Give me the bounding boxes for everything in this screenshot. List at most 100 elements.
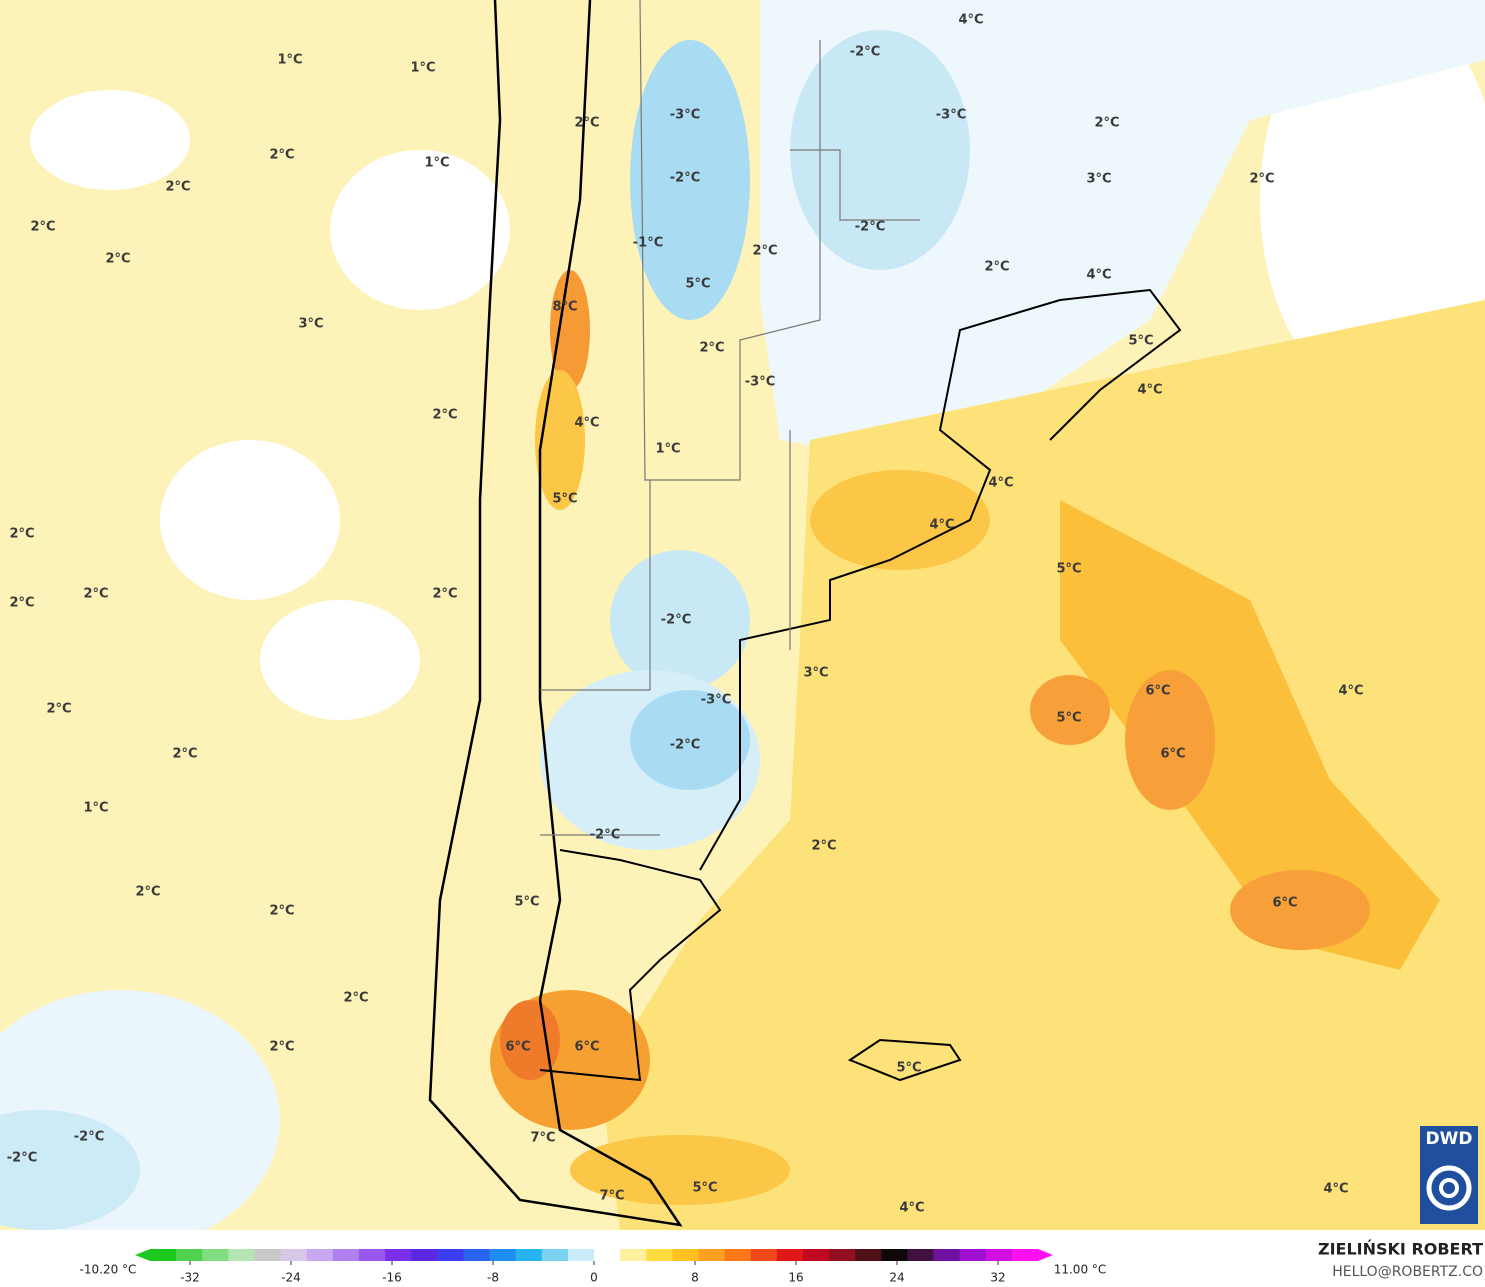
temperature-label: -2°C [74, 1130, 104, 1145]
colorbar-segment [855, 1249, 882, 1261]
colorbar-segment [254, 1249, 282, 1261]
colorbar-min: -10.20 °C [80, 1263, 137, 1277]
temperature-label: 1°C [655, 442, 680, 457]
temperature-label: -2°C [7, 1151, 37, 1166]
temperature-label: -2°C [850, 45, 880, 60]
colorbar-segment [150, 1249, 177, 1261]
temperature-label: 2°C [83, 587, 108, 602]
temperature-label: 2°C [9, 596, 34, 611]
colorbar-segment [202, 1249, 229, 1261]
temperature-label: 6°C [505, 1040, 530, 1055]
temperature-label: 5°C [692, 1181, 717, 1196]
temperature-label: 7°C [599, 1189, 624, 1204]
map-background [0, 0, 1485, 1250]
temperature-label: 4°C [958, 13, 983, 28]
colorbar-segment [776, 1249, 804, 1261]
contact: HELLO@ROBERTZ.CO [1332, 1264, 1483, 1280]
colorbar: -32 -24 -16 -8 0 8 16 24 32 [135, 1249, 1053, 1285]
colorbar-arrow [1038, 1249, 1053, 1261]
temperature-labels: 1°C 1°C 2°C 1°C 2°C 2°C 2°C 3°C 2°C 2°C 2°C 2°C 2°C 2… [7, 13, 1364, 1216]
temperature-label: -3°C [745, 375, 775, 390]
colorbar-segment [881, 1249, 908, 1261]
temperature-label: 6°C [1145, 684, 1170, 699]
temperature-label: 2°C [165, 180, 190, 195]
temperature-label: 5°C [552, 492, 577, 507]
colorbar-segment [437, 1249, 464, 1261]
temperature-label: 5°C [514, 895, 539, 910]
temperature-label: 2°C [46, 702, 71, 717]
colorbar-segment [646, 1249, 673, 1261]
colorbar-segment [280, 1249, 308, 1261]
colorbar-segment [463, 1249, 491, 1261]
colorbar-segment [541, 1249, 569, 1261]
colorbar-segment [176, 1249, 203, 1261]
colorbar-tick-label: -16 [382, 1271, 402, 1285]
temperature-label: -2°C [670, 171, 700, 186]
colorbar-tick-label: 24 [889, 1271, 904, 1285]
colorbar-segment [332, 1249, 360, 1261]
colorbar-segment [228, 1249, 255, 1261]
colorbar-segment [385, 1249, 412, 1261]
colorbar-segment [306, 1249, 334, 1261]
temperature-label: 2°C [811, 839, 836, 854]
temperature-label: 4°C [1338, 684, 1363, 699]
colorbar-tick-label: -32 [180, 1271, 200, 1285]
colorbar-segment [959, 1249, 987, 1261]
temperature-label: 1°C [277, 53, 302, 68]
temperature-label: 4°C [1086, 268, 1111, 283]
temperature-label: 2°C [699, 341, 724, 356]
temperature-label: -2°C [590, 828, 620, 843]
colorbar-segment [620, 1249, 647, 1261]
temperature-label: 2°C [269, 148, 294, 163]
colorbar-segment [724, 1249, 752, 1261]
temperature-label: 5°C [1056, 711, 1081, 726]
temperature-label: 3°C [298, 317, 323, 332]
temperature-label: 2°C [432, 587, 457, 602]
temperature-label: 2°C [105, 252, 130, 267]
temperature-label: 2°C [1094, 116, 1119, 131]
colorbar-segment [567, 1249, 595, 1261]
colorbar-segment [411, 1249, 438, 1261]
temperature-label: -1°C [633, 236, 663, 251]
colorbar-segment [672, 1249, 699, 1261]
colorbar-segment [698, 1249, 726, 1261]
temperature-label: 2°C [172, 747, 197, 762]
temperature-label: -2°C [661, 613, 691, 628]
temperature-label: 7°C [530, 1131, 555, 1146]
temperature-label: 1°C [83, 801, 108, 816]
temperature-label: 4°C [574, 416, 599, 431]
temperature-label: 2°C [269, 904, 294, 919]
colorbar-segment [594, 1249, 621, 1261]
colorbar-segment [933, 1249, 961, 1261]
colorbar-tick-label: 0 [590, 1271, 598, 1285]
temperature-label: 3°C [803, 666, 828, 681]
temperature-label: 3°C [1086, 172, 1111, 187]
colorbar-tick-label: -24 [281, 1271, 301, 1285]
temperature-label: -2°C [670, 738, 700, 753]
colorbar-segment [802, 1249, 830, 1261]
colorbar-segment [907, 1249, 935, 1261]
temperature-label: 8°C [552, 300, 577, 315]
colorbar-tick-label: 32 [990, 1271, 1005, 1285]
temperature-label: 2°C [343, 991, 368, 1006]
temperature-label: 2°C [30, 220, 55, 235]
temperature-label: -3°C [936, 108, 966, 123]
temperature-label: 2°C [752, 244, 777, 259]
temperature-label: -3°C [670, 108, 700, 123]
colorbar-arrow [135, 1249, 150, 1261]
colorbar-segment [515, 1249, 543, 1261]
temperature-label: 5°C [1056, 562, 1081, 577]
colorbar-segment [358, 1249, 386, 1261]
temperature-label: 2°C [9, 527, 34, 542]
temperature-label: 2°C [269, 1040, 294, 1055]
temperature-label: 5°C [896, 1061, 921, 1076]
temperature-label: 4°C [988, 476, 1013, 491]
temperature-label: 2°C [984, 260, 1009, 275]
temperature-label: 2°C [574, 116, 599, 131]
temperature-label: 2°C [135, 885, 160, 900]
colorbar-segment [1011, 1249, 1039, 1261]
temperature-label: 4°C [1137, 383, 1162, 398]
colorbar-tick-label: 16 [788, 1271, 803, 1285]
temperature-label: -3°C [701, 693, 731, 708]
